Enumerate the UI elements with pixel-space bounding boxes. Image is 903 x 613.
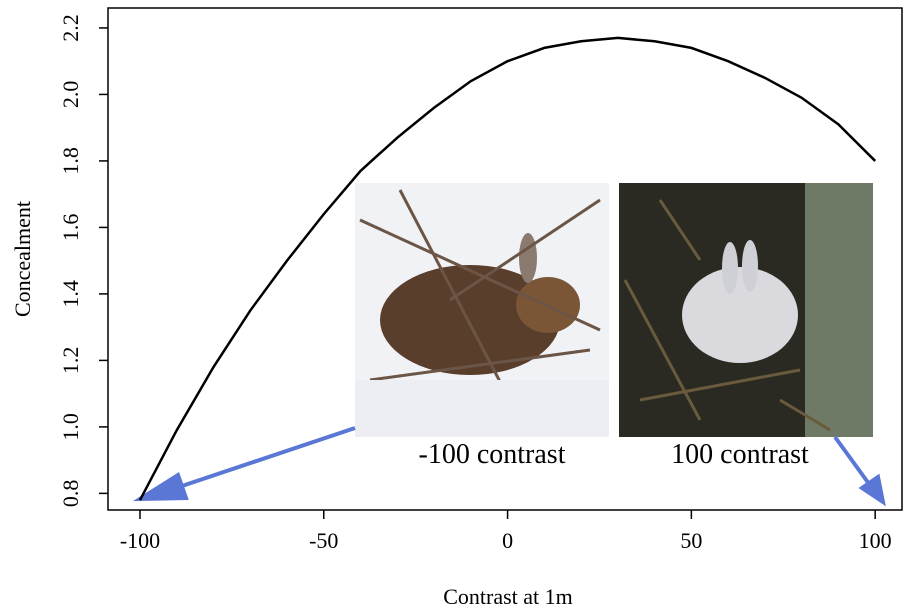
x-tick-label: 50 (680, 528, 702, 553)
photo-snow-hare-brown (355, 183, 609, 437)
x-axis-label: Contrast at 1m (443, 584, 573, 609)
x-tick-label: 0 (502, 528, 513, 553)
plot-frame (107, 7, 903, 511)
y-tick-label: 1.2 (58, 347, 83, 375)
x-tick-label: 100 (859, 528, 892, 553)
y-tick-label: 2.0 (58, 81, 83, 109)
y-tick-label: 2.2 (58, 14, 83, 42)
y-tick-label: 1.8 (58, 147, 83, 175)
y-axis-label: Concealment (10, 201, 35, 317)
y-tick-label: 1.0 (58, 413, 83, 441)
photo-snow-hare-white (619, 183, 873, 437)
y-tick-label: 1.6 (58, 214, 83, 242)
y-tick-label: 1.4 (58, 280, 83, 308)
x-tick-label: -50 (309, 528, 338, 553)
curve (138, 36, 877, 501)
arrows (132, 426, 886, 507)
annotation: -100 contrast (419, 439, 566, 470)
annotation: 100 contrast (671, 439, 809, 470)
y-tick-label: 0.8 (58, 480, 83, 508)
x-tick-label: -100 (120, 528, 160, 553)
